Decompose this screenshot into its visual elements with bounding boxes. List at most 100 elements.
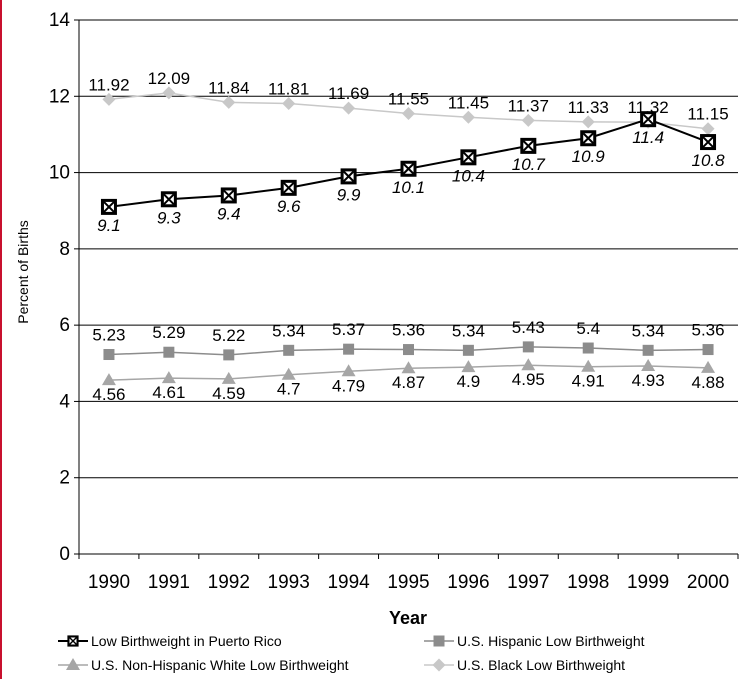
data-label: 5.22 xyxy=(212,326,245,345)
data-label: 9.4 xyxy=(217,204,241,223)
marker-triangle xyxy=(581,359,596,372)
data-point xyxy=(701,360,716,373)
marker-triangle xyxy=(101,373,116,386)
x-tick-label: 1998 xyxy=(567,572,609,593)
marker-x-stroke xyxy=(342,170,355,183)
data-point xyxy=(161,371,176,384)
data-label: 5.23 xyxy=(92,326,125,345)
data-label: 10.9 xyxy=(572,147,606,166)
data-point xyxy=(641,358,656,371)
data-point xyxy=(220,187,237,204)
marker-x-stroke xyxy=(462,151,475,164)
data-point xyxy=(462,344,474,356)
data-point xyxy=(461,110,475,124)
legend-item: Low Birthweight in Puerto Rico xyxy=(58,633,282,649)
marker-square xyxy=(582,342,594,354)
legend-label: U.S. Non-Hispanic White Low Birthweight xyxy=(91,657,349,673)
data-point xyxy=(521,358,536,371)
marker-x-stroke xyxy=(282,182,295,194)
data-label: 9.9 xyxy=(337,185,361,204)
data-point xyxy=(283,344,295,356)
x-tick-label: 2000 xyxy=(687,572,729,593)
data-label: 11.15 xyxy=(687,105,728,124)
marker-diamond xyxy=(701,122,715,136)
marker-x-stroke xyxy=(702,136,714,148)
data-label: 4.95 xyxy=(512,370,545,389)
data-label: 11.37 xyxy=(508,96,549,115)
data-label: 4.9 xyxy=(457,372,481,391)
data-label: 5.34 xyxy=(452,321,485,340)
data-point xyxy=(582,342,594,354)
data-point xyxy=(160,191,177,208)
data-label: 4.87 xyxy=(392,373,425,392)
legend-marker xyxy=(67,635,79,647)
data-point xyxy=(460,149,477,166)
marker-diamond xyxy=(432,658,446,672)
data-label: 4.79 xyxy=(332,376,365,395)
y-tick-label: 4 xyxy=(59,391,70,412)
data-label: 5.34 xyxy=(632,321,665,340)
marker-diamond xyxy=(342,101,356,115)
x-tick-label: 1995 xyxy=(387,572,429,593)
marker-triangle xyxy=(161,371,176,384)
data-point xyxy=(342,101,356,115)
marker-diamond xyxy=(402,106,415,120)
marker-square xyxy=(103,349,115,361)
marker-square xyxy=(403,344,414,356)
x-tick-labels: 1990 1991 1992 1993 1994 1995 1996 1997 1998 1999… xyxy=(88,572,729,593)
data-label: 11.45 xyxy=(448,93,489,112)
data-label: 10.1 xyxy=(392,178,425,197)
data-label: 11.33 xyxy=(568,98,609,117)
data-point xyxy=(700,134,717,151)
marker-x-stroke xyxy=(402,163,415,175)
legend-item: U.S. Non-Hispanic White Low Birthweight xyxy=(58,657,349,673)
data-label: 9.6 xyxy=(277,197,301,216)
legend-item: U.S. Hispanic Low Birthweight xyxy=(424,633,645,649)
x-tick-label: 1992 xyxy=(208,572,250,593)
y-tick-label: 0 xyxy=(59,544,70,565)
x-axis-title: Year xyxy=(389,608,427,628)
data-point xyxy=(103,349,115,361)
marker-diamond xyxy=(521,113,535,127)
data-label: 5.34 xyxy=(272,321,305,340)
data-point xyxy=(162,86,176,100)
data-point xyxy=(702,344,714,356)
marker-x-stroke xyxy=(69,637,77,645)
data-point xyxy=(642,344,654,356)
x-tick-label: 1990 xyxy=(88,572,130,593)
legend-label: U.S. Black Low Birthweight xyxy=(457,657,625,673)
data-label: 4.56 xyxy=(92,385,125,404)
marker-triangle xyxy=(521,358,536,371)
marker-x-stroke xyxy=(223,189,235,202)
data-label: 4.7 xyxy=(277,380,301,399)
y-tick-label: 12 xyxy=(49,86,70,107)
x-tick-label: 1999 xyxy=(627,572,669,593)
marker-square xyxy=(433,635,445,647)
y-tick-label: 8 xyxy=(59,239,70,260)
data-label: 5.37 xyxy=(332,320,365,339)
marker-square xyxy=(283,344,295,356)
data-point xyxy=(520,137,537,154)
marker-triangle xyxy=(401,361,416,374)
left-edge-rule xyxy=(0,0,2,679)
legend-label: Low Birthweight in Puerto Rico xyxy=(91,633,282,649)
data-point xyxy=(402,106,415,120)
marker-diamond xyxy=(222,95,236,109)
marker-diamond xyxy=(102,92,116,106)
data-point xyxy=(343,343,355,355)
x-tick-label: 1997 xyxy=(507,572,549,593)
data-point xyxy=(522,341,534,353)
data-label: 4.59 xyxy=(212,384,245,403)
data-point xyxy=(340,168,357,185)
data-point xyxy=(281,367,296,380)
marker-diamond xyxy=(162,86,176,100)
data-point xyxy=(222,95,236,109)
marker-square xyxy=(163,346,175,358)
data-label: 5.29 xyxy=(152,323,185,342)
x-tick-label: 1993 xyxy=(268,572,310,593)
data-point xyxy=(341,364,356,377)
data-point xyxy=(223,349,235,361)
marker-square xyxy=(642,344,654,356)
marker-x-stroke xyxy=(522,140,535,152)
marker-triangle xyxy=(281,367,296,380)
